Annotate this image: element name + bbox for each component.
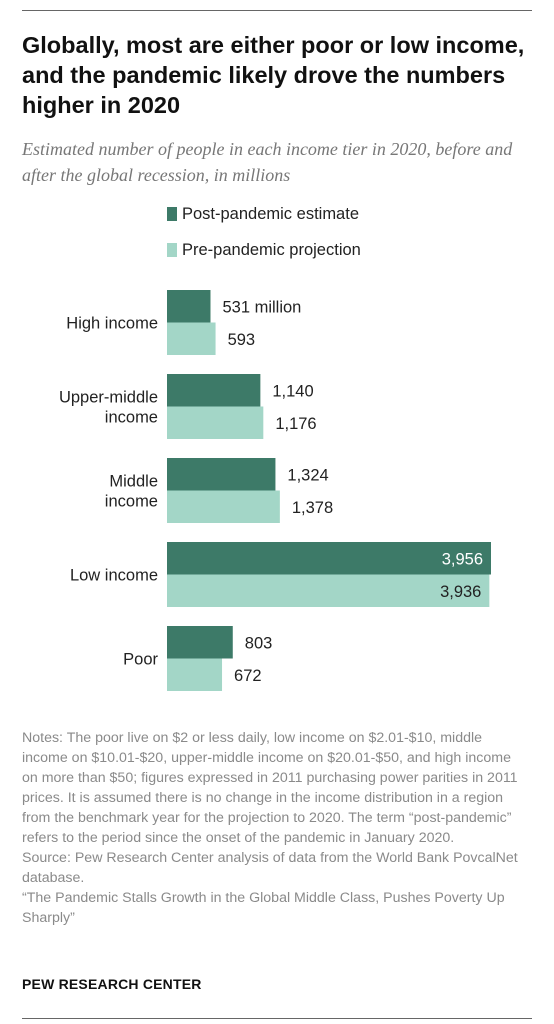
category-label-1-0: Upper-middle	[59, 389, 158, 407]
bar-0-1	[167, 374, 261, 407]
category-label-0-0: High income	[66, 315, 158, 333]
legend-label-0: Post-pandemic estimate	[182, 205, 359, 223]
category-label-4-0: Poor	[123, 651, 158, 669]
legend-label-1: Pre-pandemic projection	[182, 241, 361, 259]
category-label-2-0: Middle	[109, 473, 158, 491]
bottom-rule	[22, 1018, 532, 1019]
chart-subtitle: Estimated number of people in each incom…	[22, 139, 513, 185]
notes-block: Notes: The poor live on $2 or less daily…	[22, 728, 522, 928]
bar-chart: Post-pandemic estimate Pre-pandemic proje…	[59, 205, 491, 691]
chart-title: Globally, most are either poor or low in…	[22, 32, 525, 118]
legend-swatch-0	[167, 207, 177, 221]
data-label-0-0: 531 million	[222, 298, 301, 316]
data-label-0-2: 1,324	[287, 466, 328, 484]
bar-0-2	[167, 458, 276, 491]
data-label-1-3: 3,936	[440, 583, 481, 601]
bar-1-1	[167, 406, 264, 439]
category-label-1-1: income	[105, 409, 158, 427]
report-title: “The Pandemic Stalls Growth in the Globa…	[22, 890, 505, 926]
category-label-3-0: Low income	[70, 567, 158, 585]
bar-0-0	[167, 290, 211, 323]
legend-swatch-1	[167, 243, 177, 257]
bar-1-2	[167, 490, 280, 523]
top-rule	[22, 10, 532, 11]
data-label-0-4: 803	[245, 634, 273, 652]
bar-0-3	[167, 542, 491, 575]
bar-1-4	[167, 658, 223, 691]
bar-1-3	[167, 574, 490, 607]
source-text: Source: Pew Research Center analysis of …	[22, 850, 518, 886]
data-label-1-1: 1,176	[275, 415, 316, 433]
data-label-1-0: 593	[228, 331, 256, 349]
bar-0-4	[167, 626, 233, 659]
data-label-1-2: 1,378	[292, 499, 333, 517]
bar-1-0	[167, 322, 216, 355]
data-label-0-3: 3,956	[442, 550, 483, 568]
notes-text: Notes: The poor live on $2 or less daily…	[22, 730, 518, 846]
brand-logo-text: PEW RESEARCH CENTER	[22, 976, 202, 992]
category-label-2-1: income	[105, 493, 158, 511]
data-label-0-1: 1,140	[272, 382, 313, 400]
data-label-1-4: 672	[234, 667, 262, 685]
